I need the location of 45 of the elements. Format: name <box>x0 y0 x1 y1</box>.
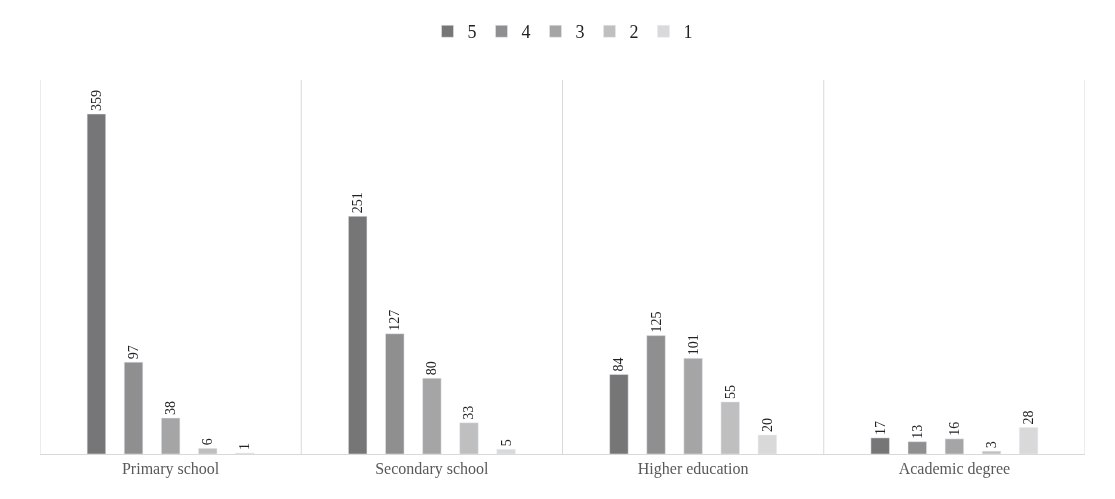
bar <box>907 441 927 454</box>
data-label: 97 <box>126 345 142 360</box>
bar <box>198 448 218 454</box>
data-label: 1 <box>237 443 253 451</box>
data-label: 5 <box>498 439 514 447</box>
bar <box>385 333 405 454</box>
data-label: 125 <box>648 311 664 333</box>
x-tick-label: Higher education <box>637 460 749 479</box>
data-label: 55 <box>722 384 738 399</box>
bar <box>459 422 479 454</box>
legend-label: 4 <box>521 22 531 43</box>
legend-label: 5 <box>467 22 477 43</box>
bar <box>870 437 890 454</box>
bar <box>86 113 106 454</box>
x-tick-label: Primary school <box>121 460 220 479</box>
data-label: 101 <box>685 334 701 356</box>
bar <box>720 401 740 454</box>
legend-label: 2 <box>629 22 639 43</box>
data-label: 6 <box>200 438 216 446</box>
data-label: 16 <box>946 421 962 436</box>
bar <box>981 450 1001 454</box>
legend-label: 3 <box>575 22 585 43</box>
bar <box>944 438 964 454</box>
x-tick-label: Academic degree <box>898 460 1011 479</box>
legend-label: 1 <box>683 22 693 43</box>
data-label: 127 <box>387 309 403 331</box>
data-label: 80 <box>424 361 440 376</box>
bar <box>609 374 629 454</box>
data-label: 359 <box>88 90 104 111</box>
data-label: 20 <box>759 418 775 433</box>
bar <box>683 358 703 454</box>
data-label: 17 <box>872 420 888 435</box>
data-label: 251 <box>350 192 366 214</box>
bar <box>161 417 181 454</box>
data-label: 13 <box>909 424 925 439</box>
bar <box>124 361 144 454</box>
bar <box>422 377 442 454</box>
bar <box>348 216 368 454</box>
x-tick-label: Secondary school <box>375 460 490 479</box>
data-label: 84 <box>611 357 627 372</box>
data-label: 3 <box>983 441 999 449</box>
data-label: 38 <box>163 401 179 416</box>
bar <box>646 335 666 454</box>
data-label: 33 <box>461 405 477 420</box>
data-label: 28 <box>1021 410 1037 425</box>
